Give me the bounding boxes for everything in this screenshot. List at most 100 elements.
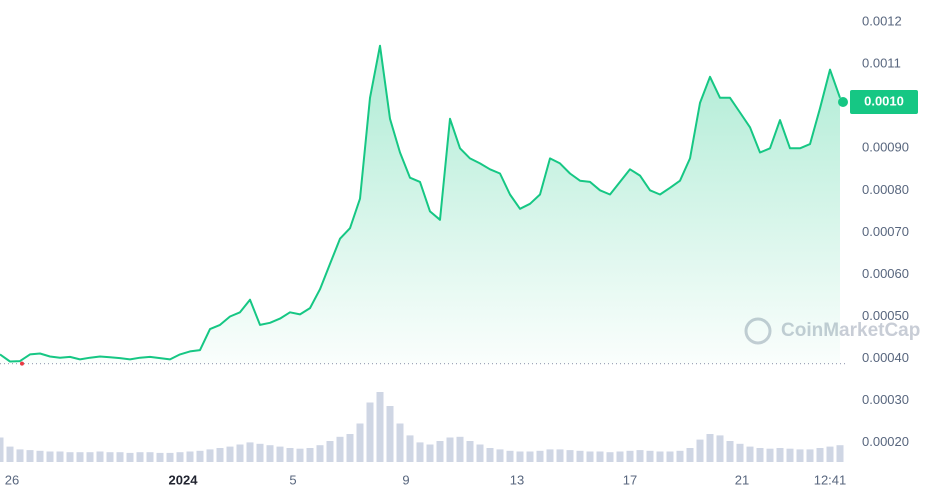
- volume-bar: [836, 445, 844, 462]
- volume-bar: [576, 450, 584, 462]
- y-tick-label: 0.0011: [862, 56, 901, 71]
- volume-bar: [616, 451, 624, 462]
- volume-bar: [356, 423, 364, 462]
- volume-bar: [276, 446, 284, 462]
- volume-bar: [66, 452, 74, 462]
- volume-bar: [46, 451, 54, 462]
- volume-bar: [656, 451, 664, 462]
- volume-bar: [646, 450, 654, 462]
- volume-bar: [776, 448, 784, 462]
- current-dot: [838, 97, 848, 108]
- volume-bar: [686, 448, 694, 462]
- x-tick-label: 21: [735, 472, 749, 487]
- volume-bar: [486, 448, 494, 462]
- volume-bar: [746, 446, 754, 462]
- price-area: [0, 45, 840, 364]
- y-tick-label: 0.00040: [862, 350, 909, 365]
- volume-bar: [116, 452, 124, 462]
- y-tick-label: 0.00020: [862, 434, 909, 449]
- volume-bar: [146, 452, 154, 462]
- volume-bar: [376, 392, 384, 462]
- volume-bar: [716, 435, 724, 462]
- x-tick-label: 5: [289, 472, 296, 487]
- x-tick-label: 12:41: [814, 472, 847, 487]
- volume-bar: [626, 450, 634, 462]
- volume-bar: [736, 443, 744, 462]
- volume-bar: [696, 439, 704, 462]
- volume-bar: [186, 451, 194, 462]
- volume-bar: [636, 450, 644, 462]
- y-tick-label: 0.00080: [862, 182, 909, 197]
- plot: CoinMarketCap: [0, 44, 920, 366]
- volume-bar: [506, 450, 514, 462]
- volume-bar: [216, 448, 224, 462]
- volume-bar: [106, 452, 114, 462]
- x-tick-label: 2024: [169, 472, 199, 487]
- volume-bar: [176, 452, 184, 462]
- volume-bar: [306, 448, 314, 462]
- y-tick-label: 0.00050: [862, 308, 909, 323]
- volume-bar: [526, 451, 534, 462]
- volume-bar: [366, 402, 374, 462]
- volume-bar: [246, 442, 254, 462]
- volume-bar: [416, 442, 424, 462]
- volume-bar: [476, 444, 484, 462]
- volume-bar: [326, 441, 334, 462]
- volume-bar: [436, 441, 444, 462]
- volume-bar: [426, 444, 434, 462]
- volume-bar: [586, 451, 594, 462]
- volume-bar: [226, 446, 234, 462]
- price-line: [0, 44, 841, 363]
- volume-bar: [166, 452, 174, 462]
- volume-bar: [136, 452, 144, 462]
- volume-bar: [496, 449, 504, 462]
- volume-bar: [606, 452, 614, 462]
- volume-bar: [86, 452, 94, 462]
- volume-bar: [336, 436, 344, 462]
- volume-bar: [26, 450, 34, 462]
- volume-bar: [766, 448, 774, 462]
- volume-bar: [456, 436, 464, 462]
- volume-bar: [256, 443, 264, 462]
- volume-bar: [56, 451, 64, 462]
- volume-bar: [266, 445, 274, 462]
- x-tick-label: 9: [402, 472, 409, 487]
- volume-bar: [36, 450, 44, 462]
- y-tick-label: 0.0012: [862, 14, 902, 29]
- start-dot: [20, 361, 24, 366]
- volume-bar: [406, 435, 414, 462]
- volume-bar: [816, 448, 824, 462]
- volume-bar: [286, 448, 294, 462]
- volume-bar: [676, 450, 684, 462]
- y-tick-label: 0.00060: [862, 266, 909, 281]
- volume-bar: [536, 450, 544, 462]
- volume-bar: [556, 449, 564, 462]
- volume-bar: [806, 449, 814, 462]
- volume-bar: [96, 451, 104, 462]
- volume-bar: [296, 448, 304, 462]
- volume-bar: [196, 450, 204, 462]
- volume-bar: [796, 449, 804, 462]
- volume-bar: [206, 449, 214, 462]
- volume-bar: [76, 452, 84, 462]
- volume-bar: [236, 444, 244, 462]
- volume-bar: [6, 446, 14, 462]
- volume-bar: [316, 445, 324, 462]
- volume-bar: [0, 437, 4, 462]
- volume-bar: [446, 437, 454, 462]
- volume-bar: [566, 450, 574, 462]
- volume-bar: [756, 448, 764, 462]
- axes: 0.0012 0.0011 0.00090 0.00080 0.00070 0.00060…: [5, 14, 918, 487]
- volume-bar: [726, 441, 734, 462]
- volume-bar: [516, 451, 524, 462]
- current-price-label: 0.0010: [864, 93, 904, 108]
- volume-bars: [0, 392, 844, 462]
- volume-bar: [156, 452, 164, 462]
- x-tick-label: 26: [5, 472, 19, 487]
- volume-bar: [386, 406, 394, 462]
- current-price-tag: [850, 90, 918, 115]
- y-tick-label: 0.00070: [862, 224, 909, 239]
- x-tick-label: 17: [623, 472, 637, 487]
- volume-bar: [596, 451, 604, 462]
